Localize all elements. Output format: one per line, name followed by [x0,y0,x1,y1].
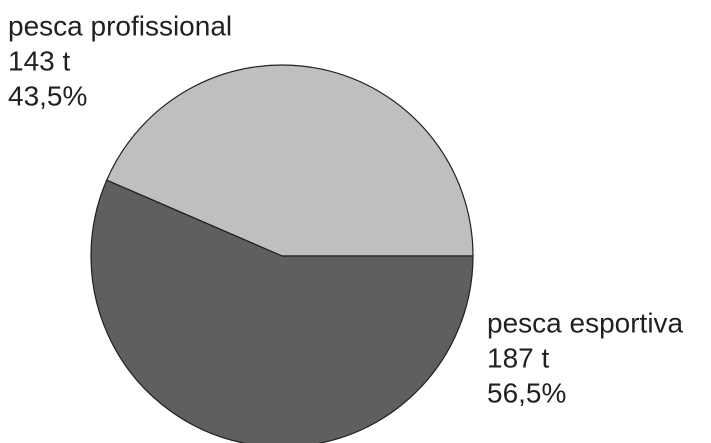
slice-amount: 187 t [487,342,549,373]
slice-percent: 56,5% [487,377,566,408]
pie-slice [105,64,474,257]
slice-percent: 43,5% [8,80,87,111]
slice-name: pesca esportiva [487,307,684,338]
slice-amount: 143 t [8,45,70,76]
slice-name: pesca profissional [8,10,232,41]
